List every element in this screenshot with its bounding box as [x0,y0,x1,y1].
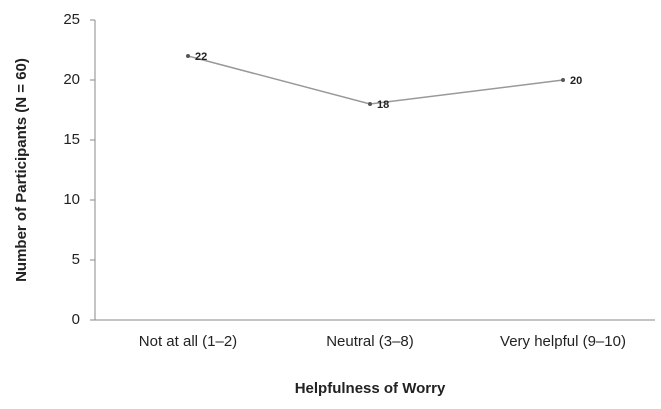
x-tick-label: Very helpful (9–10) [500,333,626,350]
data-label: 22 [195,51,207,63]
y-tick-label: 5 [72,251,80,268]
x-tick-label: Not at all (1–2) [139,333,237,350]
data-label: 18 [377,99,389,111]
point [186,54,190,58]
y-tick-label: 10 [63,191,80,208]
y-axis-title: Number of Participants (N = 60) [13,58,30,282]
x-tick-label: Neutral (3–8) [326,333,414,350]
point [368,102,372,106]
y-tick-label: 15 [63,131,80,148]
line [187,55,564,105]
y-tick-label: 20 [63,71,80,88]
y-tick-label: 25 [63,11,80,28]
x-axis-title: Helpfulness of Worry [295,380,446,397]
data-label: 20 [570,75,582,87]
point [561,78,565,82]
y-tick-label: 0 [72,311,80,328]
